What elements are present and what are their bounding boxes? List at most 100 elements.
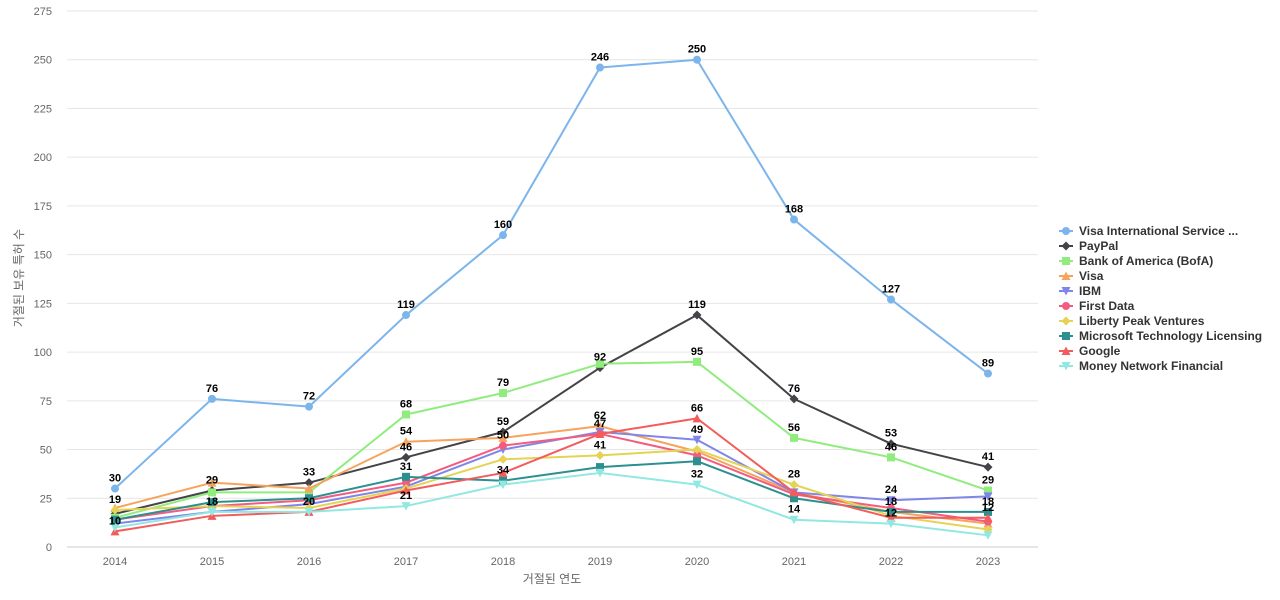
- x-tick-label: 2016: [297, 556, 321, 568]
- data-point: [983, 531, 993, 540]
- data-point: [983, 462, 993, 472]
- legend-marker: [1061, 241, 1071, 251]
- legend-item[interactable]: First Data: [1059, 299, 1135, 313]
- y-tick-label: 225: [34, 103, 52, 115]
- y-tick-label: 175: [34, 201, 52, 213]
- data-label: 72: [303, 391, 315, 403]
- y-tick-label: 125: [34, 298, 52, 310]
- legend-marker: [1062, 302, 1070, 310]
- legend-item[interactable]: Bank of America (BofA): [1059, 254, 1213, 268]
- data-point: [692, 413, 702, 423]
- data-label: 46: [400, 441, 412, 453]
- legend-marker: [1061, 287, 1071, 296]
- legend-item[interactable]: Liberty Peak Ventures: [1059, 314, 1205, 328]
- data-point: [305, 402, 313, 411]
- data-label: 20: [303, 496, 315, 508]
- data-point: [111, 484, 119, 493]
- data-label: 66: [691, 402, 703, 414]
- data-point: [304, 507, 314, 517]
- data-point: [207, 478, 217, 487]
- data-point: [692, 435, 702, 445]
- data-label: 49: [691, 424, 703, 436]
- legend-label: First Data: [1079, 299, 1135, 313]
- data-label: 30: [109, 473, 121, 485]
- legend-item[interactable]: Microsoft Technology Licensing: [1059, 329, 1262, 343]
- x-tick-label: 2021: [782, 556, 806, 568]
- y-axis-title: 거절된 보유 특허 수: [12, 229, 26, 327]
- data-label: 56: [788, 422, 800, 434]
- x-axis-title: 거절된 연도: [523, 572, 582, 586]
- data-point: [208, 498, 216, 507]
- y-axis-ticks: 0 25 50 75 100 125 150 175 200 225 250 275: [34, 6, 52, 554]
- data-point: [596, 359, 604, 368]
- y-tick-label: 100: [34, 347, 52, 359]
- data-point: [402, 472, 410, 481]
- data-label: 89: [982, 358, 994, 370]
- data-point: [402, 410, 410, 419]
- x-tick-label: 2019: [588, 556, 612, 568]
- data-point: [693, 357, 701, 366]
- data-point: [596, 63, 604, 72]
- data-label: 62: [594, 410, 606, 422]
- data-point: [887, 453, 895, 462]
- data-point: [789, 394, 799, 404]
- data-point: [789, 515, 799, 525]
- series-line: [114, 471, 989, 537]
- series-line: [114, 448, 989, 531]
- data-point: [499, 231, 507, 240]
- y-tick-label: 200: [34, 152, 52, 164]
- data-point: [402, 311, 410, 320]
- data-label: 32: [691, 469, 703, 481]
- data-point: [305, 494, 313, 503]
- data-label: 14: [788, 504, 801, 516]
- data-point: [208, 488, 216, 497]
- legend-item[interactable]: Visa International Service ...: [1059, 224, 1238, 238]
- data-label: 18: [982, 496, 994, 508]
- data-label: 33: [303, 467, 315, 479]
- legend-item[interactable]: IBM: [1059, 284, 1101, 298]
- data-label: 28: [788, 469, 800, 481]
- data-point: [886, 439, 896, 449]
- data-point: [498, 480, 508, 490]
- legend-label: Microsoft Technology Licensing: [1079, 329, 1262, 343]
- data-point: [498, 433, 508, 442]
- data-point: [499, 441, 507, 450]
- data-point: [790, 494, 798, 503]
- legend-item[interactable]: Visa: [1059, 269, 1104, 283]
- data-point: [790, 215, 798, 224]
- legend-marker: [1062, 227, 1070, 235]
- legend-label: Visa International Service ...: [1079, 224, 1238, 238]
- y-tick-label: 75: [40, 396, 52, 408]
- data-label: 68: [400, 398, 412, 410]
- data-point: [595, 429, 605, 438]
- data-point: [984, 486, 992, 495]
- data-label: 79: [497, 377, 509, 389]
- legend-item[interactable]: Google: [1059, 344, 1121, 358]
- data-label: 31: [400, 461, 412, 473]
- data-label: 29: [982, 474, 994, 486]
- data-label: 21: [400, 490, 412, 502]
- data-point: [304, 478, 314, 488]
- data-label: 119: [397, 299, 415, 311]
- series-line: [114, 58, 989, 490]
- legend-item[interactable]: PayPal: [1059, 239, 1118, 253]
- data-point: [692, 480, 702, 490]
- data-label: 29: [206, 474, 218, 486]
- data-point: [693, 457, 701, 466]
- legend-item[interactable]: Money Network Financial: [1059, 359, 1223, 373]
- y-tick-label: 250: [34, 55, 52, 67]
- legend-label: IBM: [1079, 284, 1101, 298]
- series-0: [111, 55, 992, 493]
- data-label: 18: [206, 496, 218, 508]
- data-label: 119: [688, 299, 706, 311]
- series-line: [114, 360, 989, 519]
- data-point: [595, 450, 605, 460]
- series-9: [110, 468, 993, 540]
- data-label: 127: [882, 283, 900, 295]
- data-label: 34: [497, 465, 510, 477]
- legend-label: Bank of America (BofA): [1079, 254, 1213, 268]
- x-tick-label: 2023: [976, 556, 1000, 568]
- data-point: [401, 502, 411, 511]
- data-point: [595, 468, 605, 478]
- legend: Visa International Service ...PayPalBank…: [1059, 224, 1262, 373]
